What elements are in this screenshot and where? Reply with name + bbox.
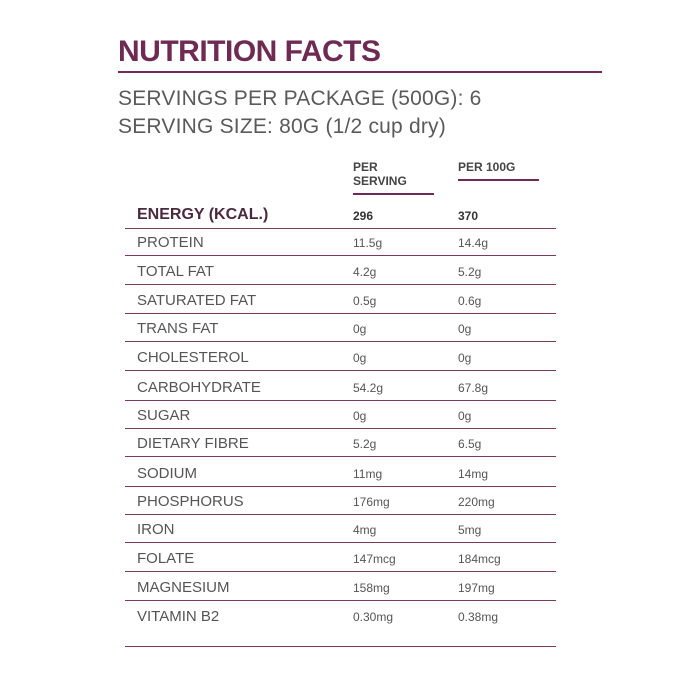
nutrient-name: MAGNESIUM [137,579,230,596]
value-per-100g: 14mg [458,467,489,481]
table-row: TOTAL FAT 4.2g 5.2g [125,255,556,285]
nutrient-name: FOLATE [137,550,195,567]
value-per-serving: 0g [353,351,367,365]
value-per-serving: 0g [353,409,367,423]
value-per-serving: 0.5g [353,294,377,308]
value-per-serving: 4mg [353,523,377,537]
nutrient-name: ENERGY (KCAL.) [137,206,269,223]
table-row: DIETARY FIBRE 5.2g 6.5g [125,428,556,457]
nutrient-name: VITAMIN B2 [137,608,220,625]
table-row: CARBOHYDRATE 54.2g 67.8g [125,370,556,401]
nutrient-name: TOTAL FAT [137,263,214,280]
nutrient-name: PROTEIN [137,234,204,251]
table-row: PROTEIN 11.5g 14.4g [125,228,556,256]
servings-per-package: SERVINGS PER PACKAGE (500G): 6 [118,87,482,110]
value-per-100g: 14.4g [458,236,489,250]
value-per-serving: 54.2g [353,381,384,395]
nutrient-name: SUGAR [137,407,191,424]
column-header-per-serving: PER SERVING [353,160,434,195]
value-per-100g: 0g [458,322,472,336]
nutrient-name: CARBOHYDRATE [137,379,261,396]
value-per-serving: 0.30mg [353,610,394,624]
value-per-serving: 147mcg [353,552,396,566]
table-row: VITAMIN B2 0.30mg 0.38mg [125,600,556,647]
table-row: MAGNESIUM 158mg 197mg [125,571,556,601]
value-per-100g: 6.5g [458,437,482,451]
table-row: IRON 4mg 5mg [125,514,556,543]
value-per-100g: 5mg [458,523,482,537]
value-per-100g: 5.2g [458,265,482,279]
nutrient-name: CHOLESTEROL [137,349,249,366]
nutrient-name: SODIUM [137,465,197,482]
value-per-100g: 184mcg [458,552,501,566]
value-per-100g: 220mg [458,495,495,509]
nutrient-name: PHOSPHORUS [137,493,244,510]
table-row: SATURATED FAT 0.5g 0.6g [125,284,556,314]
value-per-serving: 11.5g [353,236,383,250]
table-row: ENERGY (KCAL.) 296 370 [125,197,556,229]
value-per-100g: 67.8g [458,381,489,395]
value-per-100g: 0.6g [458,294,482,308]
value-per-serving: 158mg [353,581,390,595]
value-per-100g: 0g [458,351,472,365]
value-per-100g: 0.38mg [458,610,499,624]
table-row: SODIUM 11mg 14mg [125,456,556,487]
title-divider [118,71,602,73]
value-per-100g: 197mg [458,581,495,595]
value-per-serving: 11mg [353,467,383,481]
nutrient-name: SATURATED FAT [137,292,257,309]
page-title: NUTRITION FACTS [118,35,381,68]
table-row: TRANS FAT 0g 0g [125,313,556,342]
serving-size: SERVING SIZE: 80G (1/2 cup dry) [118,115,446,138]
table-row: CHOLESTEROL 0g 0g [125,341,556,371]
value-per-serving: 0g [353,322,367,336]
column-header-per-100g: PER 100G [458,160,539,181]
value-per-100g: 370 [458,209,479,223]
value-per-serving: 176mg [353,495,390,509]
value-per-serving: 5.2g [353,437,377,451]
nutrient-name: DIETARY FIBRE [137,435,249,452]
value-per-serving: 296 [353,209,374,223]
nutrient-name: IRON [137,521,175,538]
value-per-100g: 0g [458,409,472,423]
table-row: FOLATE 147mcg 184mcg [125,542,556,572]
table-row: SUGAR 0g 0g [125,400,556,429]
table-row: PHOSPHORUS 176mg 220mg [125,486,556,515]
value-per-serving: 4.2g [353,265,377,279]
nutrient-name: TRANS FAT [137,320,219,337]
